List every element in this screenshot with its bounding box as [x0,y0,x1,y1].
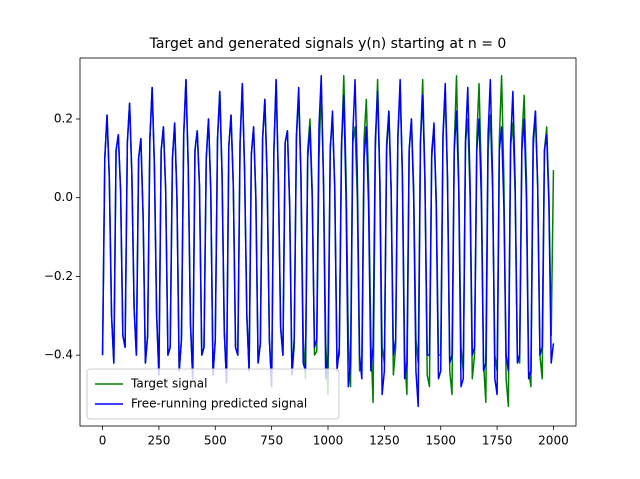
x-tick-label: 750 [260,434,283,448]
y-tick-label: 0.0 [54,190,73,204]
y-tick-label: 0.2 [54,112,73,126]
x-tick-label: 1500 [425,434,456,448]
legend-box [86,368,340,420]
x-tick-label: 1250 [369,434,400,448]
y-tick-label: −0.4 [44,348,73,362]
series-line [101,74,555,408]
x-tick-label: 500 [204,434,227,448]
legend-label: Free-running predicted signal [131,397,307,411]
x-tick-label: 1000 [313,434,344,448]
legend: Target signal Free-running predicted sign… [86,368,340,420]
x-tick-label: 0 [99,434,107,448]
x-tick-label: 1750 [482,434,513,448]
y-tick-label: −0.2 [44,269,73,283]
x-tick-label: 2000 [538,434,569,448]
legend-label: Target signal [130,377,207,391]
axes-frame [79,57,577,427]
x-tick-label: 250 [147,434,170,448]
chart-title: Target and generated signals y(n) starti… [149,36,507,52]
